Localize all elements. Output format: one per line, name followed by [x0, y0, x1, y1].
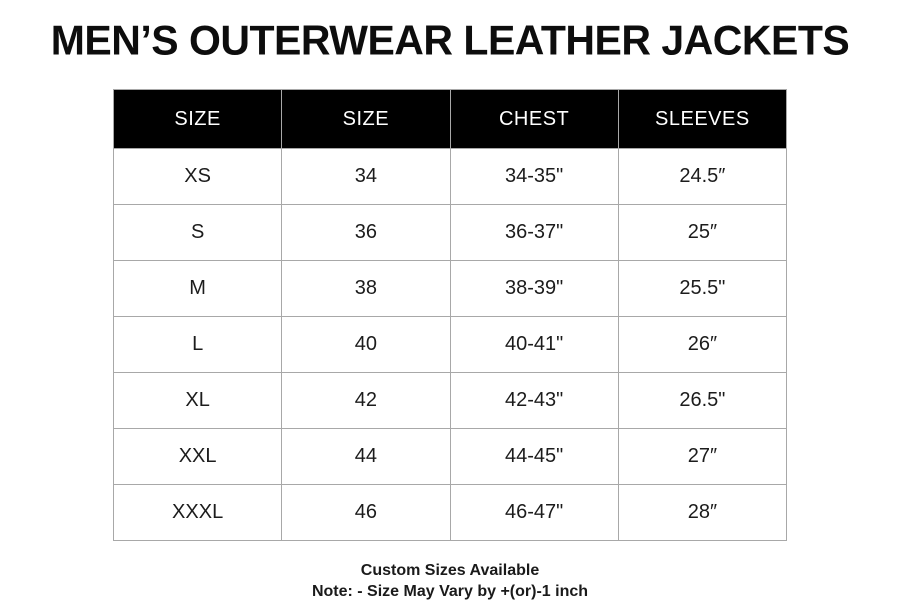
- cell-size-label: XL: [112, 372, 283, 429]
- cell-size-number: 34: [281, 148, 451, 205]
- cell-chest: 36-37": [449, 204, 619, 261]
- table-header: SIZE SIZE CHEST SLEEVES: [112, 89, 788, 149]
- cell-sleeves: 25.5": [617, 260, 788, 317]
- size-chart-table: SIZE SIZE CHEST SLEEVES XS 34 34-35" 24.…: [112, 89, 788, 541]
- cell-chest: 40-41": [449, 316, 619, 373]
- table-body: XS 34 34-35" 24.5″ S 36 36-37" 25″ M 38 …: [112, 148, 788, 541]
- cell-size-number: 36: [281, 204, 451, 261]
- table-row: S 36 36-37" 25″: [112, 204, 788, 261]
- table-row: L 40 40-41" 26″: [112, 316, 788, 373]
- cell-chest: 44-45": [449, 428, 619, 485]
- table-row: XXXL 46 46-47" 28″: [112, 484, 788, 541]
- cell-sleeves: 26″: [617, 316, 788, 373]
- table-row: XS 34 34-35" 24.5″: [112, 148, 788, 205]
- table-row: XL 42 42-43" 26.5": [112, 372, 788, 429]
- cell-size-label: XXXL: [112, 484, 283, 541]
- cell-chest: 46-47": [449, 484, 619, 541]
- header-cell-chest: CHEST: [449, 89, 619, 149]
- header-cell-sleeves: SLEEVES: [617, 89, 788, 149]
- cell-size-number: 38: [281, 260, 451, 317]
- header-cell-size-label: SIZE: [112, 89, 283, 149]
- cell-sleeves: 25″: [617, 204, 788, 261]
- cell-size-label: L: [112, 316, 283, 373]
- cell-size-number: 42: [281, 372, 451, 429]
- cell-sleeves: 27″: [617, 428, 788, 485]
- cell-chest: 38-39": [449, 260, 619, 317]
- cell-chest: 34-35": [449, 148, 619, 205]
- table-row: M 38 38-39" 25.5": [112, 260, 788, 317]
- cell-chest: 42-43": [449, 372, 619, 429]
- size-variance-note: Note: - Size May Vary by +(or)-1 inch: [311, 583, 589, 600]
- cell-size-number: 40: [281, 316, 451, 373]
- cell-size-label: XXL: [112, 428, 283, 485]
- cell-size-label: XS: [112, 148, 283, 205]
- custom-sizes-note: Custom Sizes Available: [360, 562, 540, 579]
- cell-size-label: S: [112, 204, 283, 261]
- page-title: MEN’S OUTERWEAR LEATHER JACKETS: [50, 16, 850, 64]
- cell-size-number: 46: [281, 484, 451, 541]
- cell-sleeves: 26.5": [617, 372, 788, 429]
- cell-sleeves: 24.5″: [617, 148, 788, 205]
- footer-notes: Custom Sizes Available Note: - Size May …: [0, 562, 900, 601]
- cell-size-label: M: [112, 260, 283, 317]
- cell-sleeves: 28″: [617, 484, 788, 541]
- header-cell-size-number: SIZE: [281, 89, 451, 149]
- cell-size-number: 44: [281, 428, 451, 485]
- header-row: SIZE SIZE CHEST SLEEVES: [112, 89, 788, 149]
- table-row: XXL 44 44-45" 27″: [112, 428, 788, 485]
